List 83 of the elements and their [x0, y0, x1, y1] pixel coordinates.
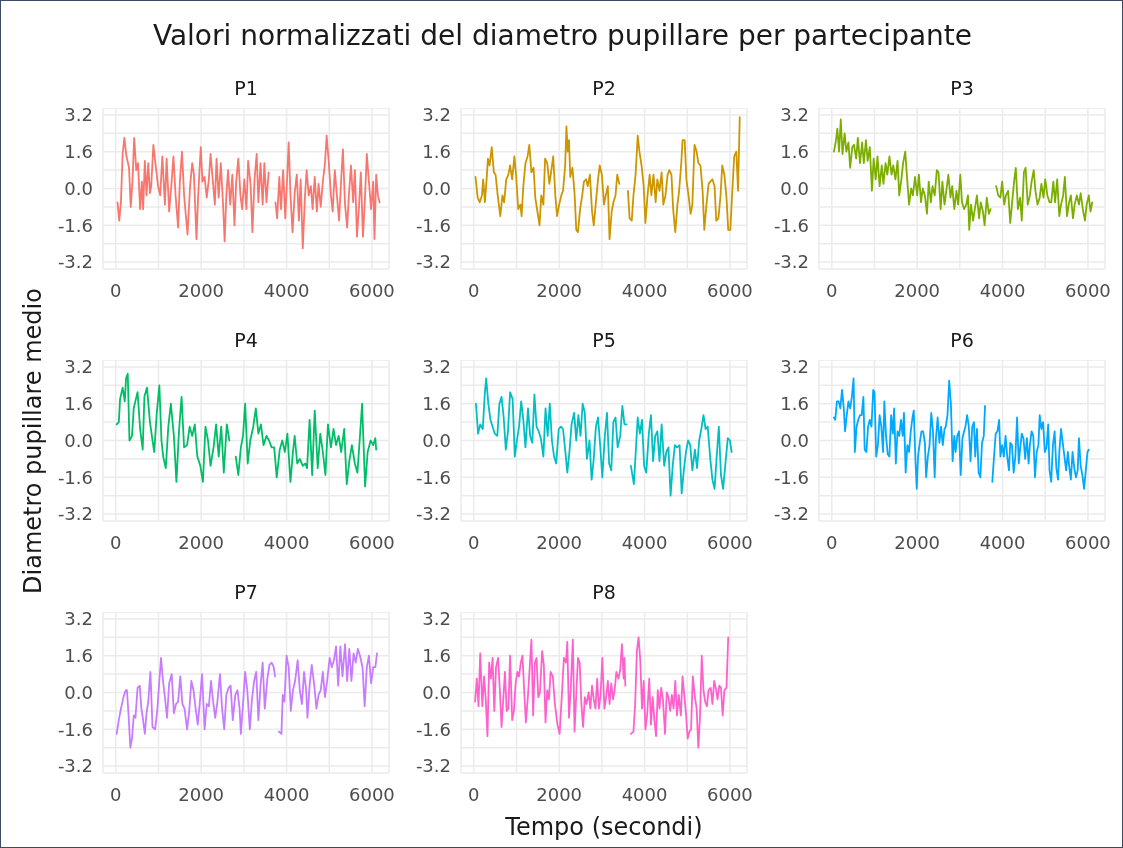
x-axis-title: Tempo (secondi): [505, 813, 703, 841]
y-tick-label: -1.6: [773, 214, 809, 236]
x-tick-label: 0: [826, 531, 838, 553]
x-tick-label: 0: [110, 783, 122, 805]
x-tick-label: 4000: [979, 531, 1026, 553]
x-tick-label: 2000: [894, 279, 941, 301]
x-tick-label: 0: [468, 531, 480, 553]
x-tick-label: 0: [110, 279, 122, 301]
y-tick-label: -1.6: [57, 214, 93, 236]
y-tick-label: 0.0: [422, 429, 451, 451]
y-tick-label: 0.0: [64, 681, 93, 703]
x-tick-label: 4000: [621, 531, 668, 553]
y-tick-label: 1.6: [422, 645, 451, 667]
y-tick-label: 3.2: [64, 608, 93, 630]
y-tick-label: -1.6: [415, 214, 451, 236]
y-tick-label: 1.6: [64, 141, 93, 163]
y-tick-label: 0.0: [422, 177, 451, 199]
y-tick-label: -3.2: [773, 251, 809, 273]
y-tick-label: 3.2: [422, 104, 451, 126]
x-tick-label: 4000: [263, 279, 310, 301]
x-tick-label: 6000: [707, 279, 753, 301]
x-tick-label: 0: [826, 279, 838, 301]
y-tick-label: 3.2: [422, 608, 451, 630]
y-axis-title: Diametro pupillare medio: [18, 287, 47, 594]
x-tick-label: 6000: [349, 279, 395, 301]
y-tick-label: -1.6: [415, 466, 451, 488]
x-tick-label: 6000: [707, 531, 753, 553]
chart-title: P1: [234, 77, 258, 99]
y-tick-label: -3.2: [773, 503, 809, 525]
y-tick-label: -1.6: [57, 466, 93, 488]
y-tick-label: 1.6: [64, 645, 93, 667]
y-tick-label: -3.2: [57, 503, 93, 525]
y-tick-label: -3.2: [57, 755, 93, 777]
x-tick-label: 6000: [1065, 279, 1111, 301]
x-tick-label: 4000: [621, 279, 668, 301]
chart-title: P4: [234, 329, 258, 351]
x-tick-label: 0: [468, 279, 480, 301]
y-tick-label: 3.2: [422, 356, 451, 378]
y-tick-label: -3.2: [415, 503, 451, 525]
x-tick-label: 2000: [536, 279, 583, 301]
chart-title: P3: [950, 77, 974, 99]
y-tick-label: 1.6: [422, 141, 451, 163]
text: Valori normalizzati del diametro pupillare per partecipante: [152, 19, 973, 52]
y-tick-label: 0.0: [64, 429, 93, 451]
y-tick-label: 0.0: [422, 681, 451, 703]
y-tick-label: 1.6: [422, 393, 451, 415]
y-tick-label: 3.2: [780, 356, 809, 378]
chart-title: P7: [234, 581, 258, 603]
x-tick-label: 2000: [894, 531, 941, 553]
y-tick-label: -3.2: [415, 755, 451, 777]
y-tick-label: 0.0: [780, 429, 809, 451]
y-tick-label: 0.0: [64, 177, 93, 199]
x-tick-label: 0: [468, 783, 480, 805]
y-tick-label: 1.6: [64, 393, 93, 415]
y-tick-label: -1.6: [773, 466, 809, 488]
y-tick-label: 3.2: [64, 104, 93, 126]
x-tick-label: 2000: [536, 783, 583, 805]
x-tick-label: 6000: [349, 783, 395, 805]
chart-title: P5: [592, 329, 616, 351]
y-tick-label: -3.2: [57, 251, 93, 273]
y-tick-label: 0.0: [780, 177, 809, 199]
x-tick-label: 4000: [621, 783, 668, 805]
x-tick-label: 6000: [349, 531, 395, 553]
y-tick-label: 1.6: [780, 141, 809, 163]
chart-title: P2: [592, 77, 616, 99]
x-tick-label: 2000: [178, 531, 225, 553]
y-tick-label: 3.2: [780, 104, 809, 126]
x-tick-label: 6000: [707, 783, 753, 805]
x-tick-label: 4000: [979, 279, 1026, 301]
y-tick-label: 1.6: [780, 393, 809, 415]
y-tick-label: -1.6: [57, 718, 93, 740]
y-tick-label: -1.6: [415, 718, 451, 740]
chart-title: P8: [592, 581, 616, 603]
x-tick-label: 2000: [178, 783, 225, 805]
x-tick-label: 2000: [536, 531, 583, 553]
y-tick-label: 3.2: [64, 356, 93, 378]
x-tick-label: 4000: [263, 783, 310, 805]
y-tick-label: -3.2: [415, 251, 451, 273]
x-tick-label: 4000: [263, 531, 310, 553]
x-tick-label: 2000: [178, 279, 225, 301]
x-tick-label: 6000: [1065, 531, 1111, 553]
chart-title: P6: [950, 329, 974, 351]
x-tick-label: 0: [110, 531, 122, 553]
